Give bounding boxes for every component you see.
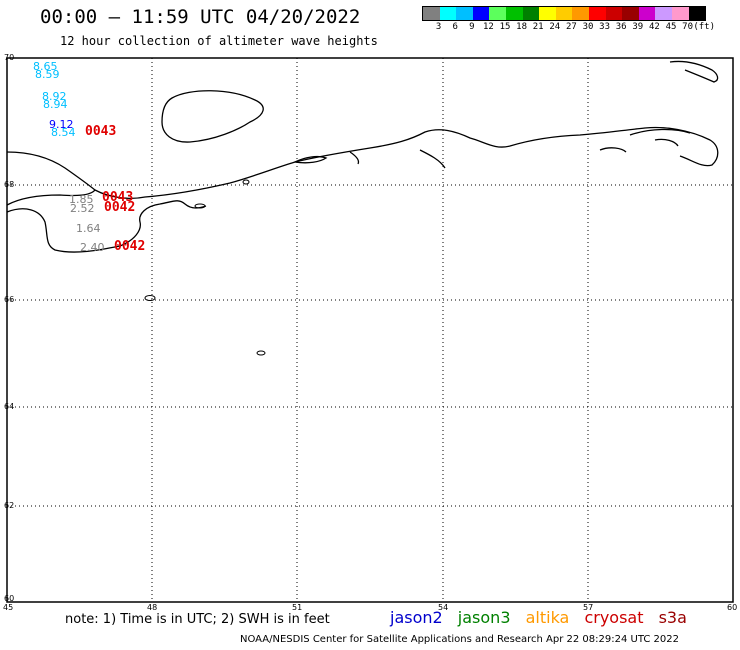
lat-label: 66 [4,295,15,304]
wave-height-label: 2.40 [80,241,105,254]
coast-inlet [349,149,446,169]
lon-label: 60 [727,603,738,612]
legend-label: 36 [615,22,627,32]
legend-label: 45 [665,22,677,32]
map-title: 00:00 – 11:59 UTC 04/20/2022 [40,6,361,28]
pass-time-label: 0043 [102,190,134,205]
coast-yamal-north [669,60,719,83]
legend-swatch [605,7,623,20]
legend-label: 27 [565,22,577,32]
legend-swatch [638,7,656,20]
legend-label: 33 [599,22,611,32]
lon-label: 54 [438,603,449,612]
wave-height-label: 9.12 [49,118,74,131]
legend-swatch [671,7,689,20]
legend-swatch [588,7,606,20]
legend-labels: 3 6 9 12 15 18 21 24 27 30 33 36 39 42 45 70 (ft) [422,21,715,33]
legend-label: 39 [632,22,644,32]
wave-height-label: 8.65 [33,60,58,73]
coast-novaya-zemlya [161,90,264,143]
legend-swatch [522,7,540,20]
coast-white-sea [6,200,207,253]
legend-label: 18 [516,22,528,32]
legend-swatch [489,7,506,20]
satellite-legend: jason2 jason3 altika cryosat s3a [390,608,697,627]
color-legend: 3 6 9 12 15 18 21 24 27 30 33 36 39 42 45 70 (ft) [422,6,715,33]
legend-swatches [422,6,707,21]
map-frame [6,57,734,603]
coast-mainland [94,126,719,199]
legend-swatch [456,7,473,20]
lat-label: 60 [4,594,15,603]
legend-label: 42 [648,22,660,32]
legend-swatch [655,7,672,20]
pass-time-label: 0042 [104,200,136,215]
coastline [6,60,719,253]
wave-height-label: 8.92 [42,90,67,103]
legend-swatch [505,7,523,20]
pass-time-label: 0043 [85,124,117,139]
wave-height-label: 1.85 [69,193,94,206]
graticule [7,58,733,602]
wave-height-label: 8.59 [35,68,60,81]
legend-swatch [572,7,589,20]
wave-height-label: 2.52 [70,202,95,215]
lon-label: 48 [147,603,158,612]
satellite-jason2: jason2 [390,608,443,627]
lon-label: 57 [583,603,594,612]
legend-label: 9 [469,22,475,32]
satellite-s3a: s3a [658,608,687,627]
legend-label: 30 [582,22,594,32]
footer-note: note: 1) Time is in UTC; 2) SWH is in fe… [65,612,330,627]
satellite-altika: altika [525,608,570,627]
pass-time-label: 0042 [114,239,146,254]
wave-height-label: 1.64 [76,222,101,235]
legend-label: 6 [452,22,458,32]
legend-label: 3 [435,22,442,32]
legend-swatch [688,7,706,20]
lat-label: 64 [4,402,15,411]
small-islands [144,179,266,356]
lat-label: 62 [4,501,15,510]
lon-label: 51 [292,603,303,612]
legend-label: (ft) [693,22,716,32]
wave-height-label: 8.54 [51,126,76,139]
legend-label: 24 [549,22,561,32]
legend-label: 70 [682,22,694,32]
legend-swatch [555,7,573,20]
lat-label: 68 [4,180,15,189]
map-subtitle: 12 hour collection of altimeter wave hei… [60,34,378,48]
lon-label: 45 [3,603,14,612]
coast-vaygach [292,155,328,164]
legend-swatch [539,7,556,20]
legend-label: 21 [532,22,544,32]
satellite-jason3: jason3 [457,608,511,627]
satellite-cryosat: cryosat [584,608,644,627]
legend-swatch [472,7,490,20]
legend-swatch [622,7,639,20]
footer-credit: NOAA/NESDIS Center for Satellite Applica… [240,634,679,645]
coast-islands-east [599,128,691,153]
legend-swatch [439,7,457,20]
lat-label: 70 [4,53,15,62]
wave-height-label: 8.94 [43,98,68,111]
legend-label: 12 [482,22,494,32]
legend-label: 15 [499,22,511,32]
legend-swatch [423,7,440,20]
